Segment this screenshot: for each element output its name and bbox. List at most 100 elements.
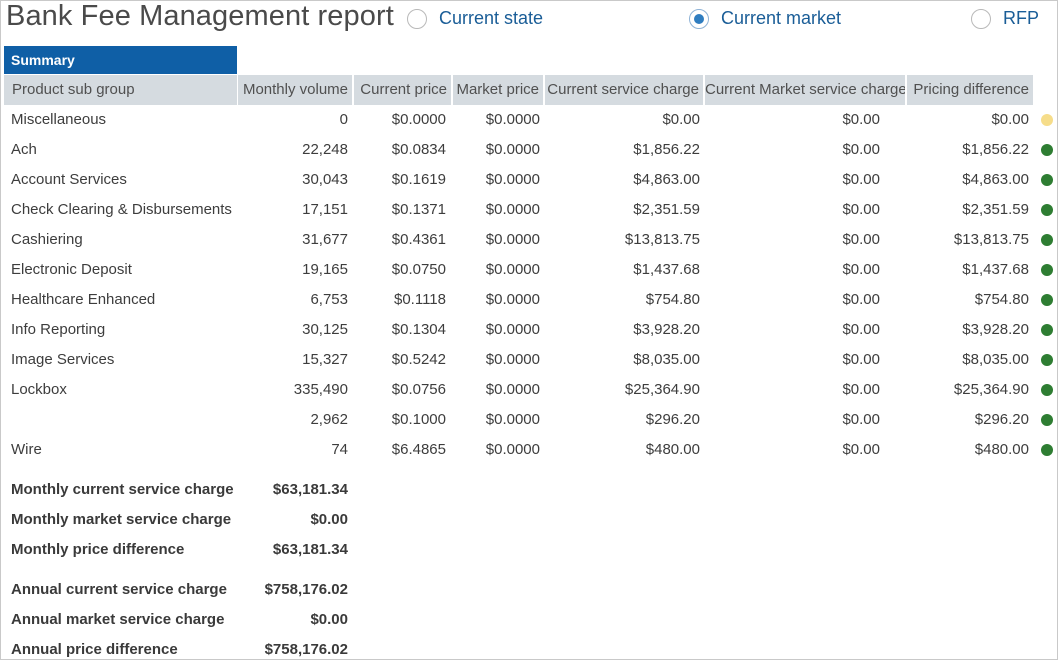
- cell-monthly-volume: 31,677: [302, 231, 348, 248]
- cell-current-price: $6.4865: [391, 441, 446, 458]
- cell-current-service-charge: $754.80: [645, 291, 700, 308]
- status-dot-icon: [1041, 204, 1053, 216]
- cell-market-service-charge: $0.00: [842, 261, 880, 278]
- cell-current-service-charge: $8,035.00: [633, 351, 700, 368]
- cell-current-service-charge: $3,928.20: [633, 321, 700, 338]
- cell-pricing-difference: $1,437.68: [962, 261, 1029, 278]
- cell-monthly-volume: 22,248: [302, 141, 348, 158]
- cell-monthly-volume: 2,962: [310, 411, 348, 428]
- cell-current-service-charge: $1,856.22: [633, 141, 700, 158]
- cell-current-price: $0.1118: [394, 291, 446, 308]
- cell-product-sub-group: Cashiering: [11, 231, 83, 248]
- cell-pricing-difference: $3,928.20: [962, 321, 1029, 338]
- cell-product-sub-group: Miscellaneous: [11, 111, 107, 128]
- cell-monthly-volume: 30,043: [302, 171, 348, 188]
- cell-monthly-volume: 17,151: [302, 201, 348, 218]
- column-header-current-price[interactable]: Current price: [354, 75, 451, 105]
- cell-product-sub-group: Healthcare Enhanced: [11, 291, 156, 308]
- cell-market-price: $0.0000: [485, 291, 540, 308]
- total-label: Annual current service charge: [11, 581, 227, 598]
- cell-product-sub-group: Wire: [11, 441, 42, 458]
- cell-monthly-volume: 0: [339, 111, 348, 128]
- status-dot-icon: [1041, 354, 1053, 366]
- total-value: $758,176.02: [264, 581, 348, 598]
- status-dot-icon: [1041, 384, 1053, 396]
- cell-current-price: $0.0834: [391, 141, 446, 158]
- cell-pricing-difference: $296.20: [974, 411, 1029, 428]
- cell-current-service-charge: $2,351.59: [633, 201, 700, 218]
- cell-current-service-charge: $296.20: [645, 411, 700, 428]
- cell-current-service-charge: $13,813.75: [624, 231, 700, 248]
- cell-pricing-difference: $0.00: [991, 111, 1029, 128]
- cell-current-price: $0.1619: [391, 171, 446, 188]
- cell-current-price: $0.1371: [391, 201, 446, 218]
- total-label: Annual price difference: [11, 641, 178, 658]
- cell-monthly-volume: 74: [331, 441, 348, 458]
- cell-market-service-charge: $0.00: [842, 111, 880, 128]
- cell-pricing-difference: $25,364.90: [953, 381, 1029, 398]
- cell-monthly-volume: 6,753: [310, 291, 348, 308]
- status-dot-icon: [1041, 294, 1053, 306]
- cell-product-sub-group: Electronic Deposit: [11, 261, 132, 278]
- column-header-monthly-volume[interactable]: Monthly volume: [238, 75, 352, 105]
- cell-product-sub-group: Ach: [11, 141, 37, 158]
- cell-market-price: $0.0000: [485, 141, 540, 158]
- cell-pricing-difference: $1,856.22: [962, 141, 1029, 158]
- column-header-pricing-difference[interactable]: Pricing difference: [907, 75, 1033, 105]
- cell-market-service-charge: $0.00: [842, 171, 880, 188]
- radio-current-market[interactable]: Current market: [689, 8, 841, 29]
- cell-market-price: $0.0000: [485, 351, 540, 368]
- cell-current-price: $0.4361: [391, 231, 446, 248]
- column-header-current-market-service-charge[interactable]: Current Market service charge: [705, 75, 905, 105]
- cell-market-service-charge: $0.00: [842, 411, 880, 428]
- cell-pricing-difference: $480.00: [974, 441, 1029, 458]
- cell-pricing-difference: $4,863.00: [962, 171, 1029, 188]
- total-value: $0.00: [310, 511, 348, 528]
- cell-market-price: $0.0000: [485, 171, 540, 188]
- cell-monthly-volume: 335,490: [293, 381, 348, 398]
- column-header-product-sub-group[interactable]: Product sub group: [4, 75, 237, 105]
- cell-current-price: $0.1000: [391, 411, 446, 428]
- cell-market-service-charge: $0.00: [842, 321, 880, 338]
- cell-market-service-charge: $0.00: [842, 141, 880, 158]
- cell-product-sub-group: Lockbox: [11, 381, 67, 398]
- radio-label: RFP: [1003, 8, 1039, 28]
- cell-market-price: $0.0000: [485, 441, 540, 458]
- total-value: $63,181.34: [272, 481, 348, 498]
- cell-market-service-charge: $0.00: [842, 231, 880, 248]
- cell-current-service-charge: $480.00: [645, 441, 700, 458]
- column-header-current-service-charge[interactable]: Current service charge: [545, 75, 703, 105]
- cell-current-service-charge: $0.00: [662, 111, 700, 128]
- status-dot-icon: [1041, 264, 1053, 276]
- cell-product-sub-group: [11, 410, 236, 430]
- total-label: Monthly market service charge: [11, 511, 232, 528]
- cell-market-service-charge: $0.00: [842, 291, 880, 308]
- radio-current-state[interactable]: Current state: [407, 8, 543, 29]
- status-dot-icon: [1041, 114, 1053, 126]
- radio-circle-icon: [407, 8, 427, 29]
- cell-pricing-difference: $754.80: [974, 291, 1029, 308]
- total-label: Monthly current service charge: [11, 481, 234, 498]
- cell-pricing-difference: $13,813.75: [953, 231, 1029, 248]
- total-value: $758,176.02: [264, 641, 348, 658]
- cell-market-service-charge: $0.00: [842, 441, 880, 458]
- status-dot-icon: [1041, 144, 1053, 156]
- column-header-market-price[interactable]: Market price: [453, 75, 543, 105]
- status-dot-icon: [1041, 444, 1053, 456]
- total-value: $63,181.34: [272, 541, 348, 558]
- radio-label: Current market: [721, 8, 842, 28]
- summary-tab[interactable]: Summary: [4, 46, 237, 74]
- total-value: $0.00: [310, 611, 348, 628]
- cell-current-service-charge: $1,437.68: [633, 261, 700, 278]
- cell-current-price: $0.1304: [391, 321, 446, 338]
- radio-label: Current state: [439, 8, 544, 28]
- cell-monthly-volume: 30,125: [302, 321, 348, 338]
- radio-rfp[interactable]: RFP: [971, 8, 1039, 29]
- cell-market-service-charge: $0.00: [842, 201, 880, 218]
- radio-circle-icon: [971, 8, 991, 29]
- cell-market-price: $0.0000: [485, 261, 540, 278]
- cell-current-price: $0.0756: [391, 381, 446, 398]
- total-label: Annual market service charge: [11, 611, 225, 628]
- cell-monthly-volume: 15,327: [302, 351, 348, 368]
- cell-current-price: $0.5242: [391, 351, 446, 368]
